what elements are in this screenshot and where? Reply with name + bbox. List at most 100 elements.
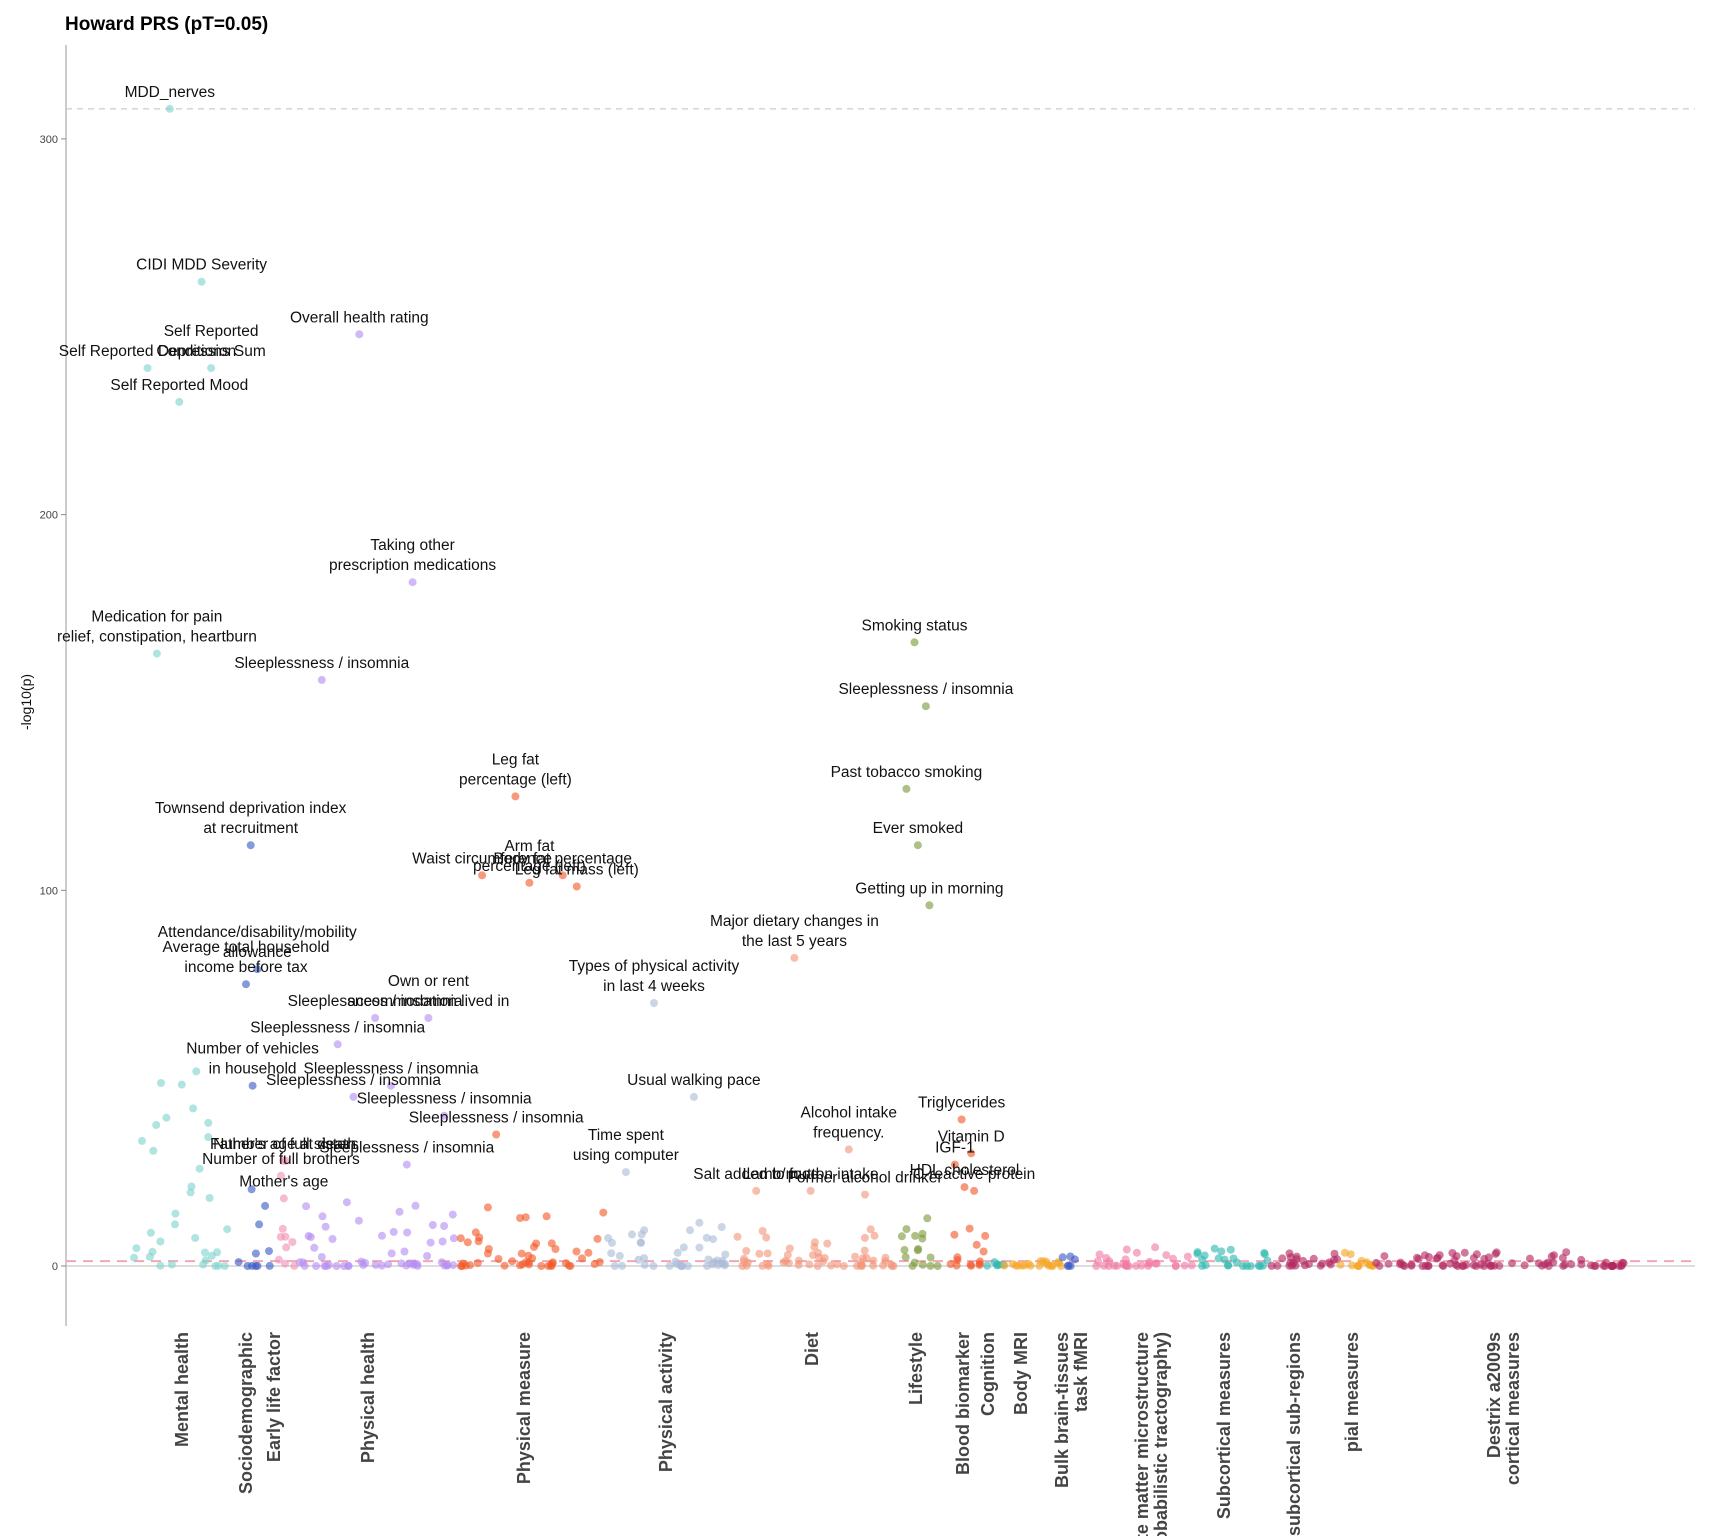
annotation-label: CIDI MDD Severity: [136, 257, 267, 274]
background-point: [1105, 1257, 1114, 1266]
background-point: [910, 1258, 919, 1267]
background-point: [1601, 1262, 1609, 1270]
background-point: [1316, 1261, 1325, 1270]
x-category-label: Diet: [802, 1332, 822, 1366]
annotation-label: Sleeplessness / insomnia: [304, 1061, 479, 1078]
annotation-label: Self Reported Mood: [110, 377, 248, 394]
annotated-point: [861, 1190, 869, 1199]
background-point: [223, 1225, 232, 1234]
background-point: [438, 1237, 447, 1246]
background-point: [387, 1249, 396, 1258]
annotated-point: [408, 578, 417, 587]
background-point: [177, 1080, 186, 1089]
annotated-point: [242, 980, 250, 989]
background-point: [762, 1233, 771, 1242]
background-point: [1092, 1262, 1101, 1270]
background-point: [695, 1218, 704, 1227]
annotation-label: Alcohol intake frequency.: [801, 1105, 898, 1142]
annotation-label: Past tobacco smoking: [831, 764, 983, 781]
background-point: [1540, 1260, 1549, 1269]
annotated-point: [957, 1115, 966, 1124]
annotated-point: [492, 1130, 501, 1139]
background-point: [195, 1164, 204, 1173]
annotated-point: [910, 638, 919, 647]
background-point: [599, 1208, 608, 1217]
background-point: [1399, 1261, 1408, 1270]
x-category-label: pial measures: [1342, 1332, 1362, 1452]
background-point: [1567, 1260, 1576, 1269]
background-point: [443, 1261, 452, 1270]
annotation-label: Salt added to food: [693, 1166, 819, 1183]
annotation-label: Self Reported Conditions Sum: [156, 323, 265, 360]
annotated-point: [689, 1092, 698, 1101]
background-point: [402, 1261, 411, 1270]
background-point: [1193, 1249, 1202, 1258]
background-point: [1110, 1261, 1119, 1270]
background-point: [709, 1235, 718, 1244]
background-point: [220, 1262, 229, 1270]
background-point: [1151, 1243, 1160, 1252]
annotated-point: [913, 841, 922, 850]
background-point: [1267, 1261, 1276, 1270]
background-point: [403, 1228, 412, 1237]
background-point: [423, 1252, 432, 1260]
background-point: [584, 1248, 593, 1257]
background-point: [191, 1234, 200, 1242]
background-point: [1263, 1256, 1272, 1265]
annotation-label: Sleeplessness / insomnia: [234, 655, 409, 672]
background-point: [1607, 1262, 1616, 1270]
background-point: [870, 1231, 879, 1240]
background-point: [979, 1247, 988, 1256]
annotated-point: [650, 999, 658, 1007]
y-tick-label: 100: [40, 885, 58, 897]
background-point: [156, 1237, 165, 1246]
background-point: [1340, 1248, 1349, 1257]
background-point: [1469, 1254, 1478, 1262]
background-point: [733, 1232, 742, 1241]
background-point: [459, 1259, 468, 1268]
annotated-point: [276, 1171, 285, 1180]
background-point: [537, 1262, 546, 1270]
background-point: [384, 1260, 393, 1269]
annotation-label: Types of physical activity in last 4 week…: [569, 958, 740, 995]
background-point: [1122, 1245, 1131, 1254]
annotation-label: Triglycerides: [918, 1095, 1006, 1112]
background-point: [889, 1262, 898, 1270]
annotation-label: Number of full sisters: [213, 1136, 359, 1153]
annotated-point: [253, 965, 262, 974]
background-point: [1047, 1262, 1056, 1270]
background-point: [324, 1261, 333, 1269]
annotated-point: [281, 1156, 290, 1165]
x-category-label: Bulk brain-tissuestask fMRI: [1052, 1332, 1091, 1488]
background-point: [1508, 1259, 1516, 1268]
background-point: [649, 1262, 658, 1270]
x-category-label: Physical health: [358, 1332, 378, 1463]
background-point: [578, 1254, 586, 1263]
annotation-label: Sleeplessness / insomnia: [838, 681, 1013, 698]
annotation-label: Number of full brothers: [202, 1151, 360, 1168]
background-point: [1026, 1261, 1035, 1270]
annotation-label: Arm fat percentage (left): [473, 838, 586, 875]
background-point: [911, 1231, 920, 1240]
annotated-point: [558, 871, 567, 880]
background-point: [1285, 1249, 1294, 1258]
annotated-point: [424, 1014, 433, 1022]
annotated-point: [248, 1081, 257, 1090]
background-point: [371, 1260, 380, 1269]
background-point: [1239, 1262, 1247, 1270]
background-point: [1446, 1259, 1455, 1268]
background-point: [354, 1216, 363, 1225]
background-point: [1137, 1261, 1146, 1270]
annotation-label: Body fat percentage: [493, 850, 632, 867]
background-point: [494, 1255, 503, 1263]
x-category-label: Mental health: [172, 1332, 192, 1447]
annotation-label: Sleeplessness / insomnia: [250, 1019, 425, 1036]
background-point: [342, 1198, 351, 1207]
background-point: [265, 1261, 274, 1270]
background-point: [926, 1261, 935, 1270]
background-point: [1018, 1261, 1026, 1270]
background-point: [758, 1261, 767, 1270]
background-point: [827, 1261, 835, 1270]
background-point: [449, 1234, 458, 1243]
annotated-point: [752, 1186, 761, 1195]
